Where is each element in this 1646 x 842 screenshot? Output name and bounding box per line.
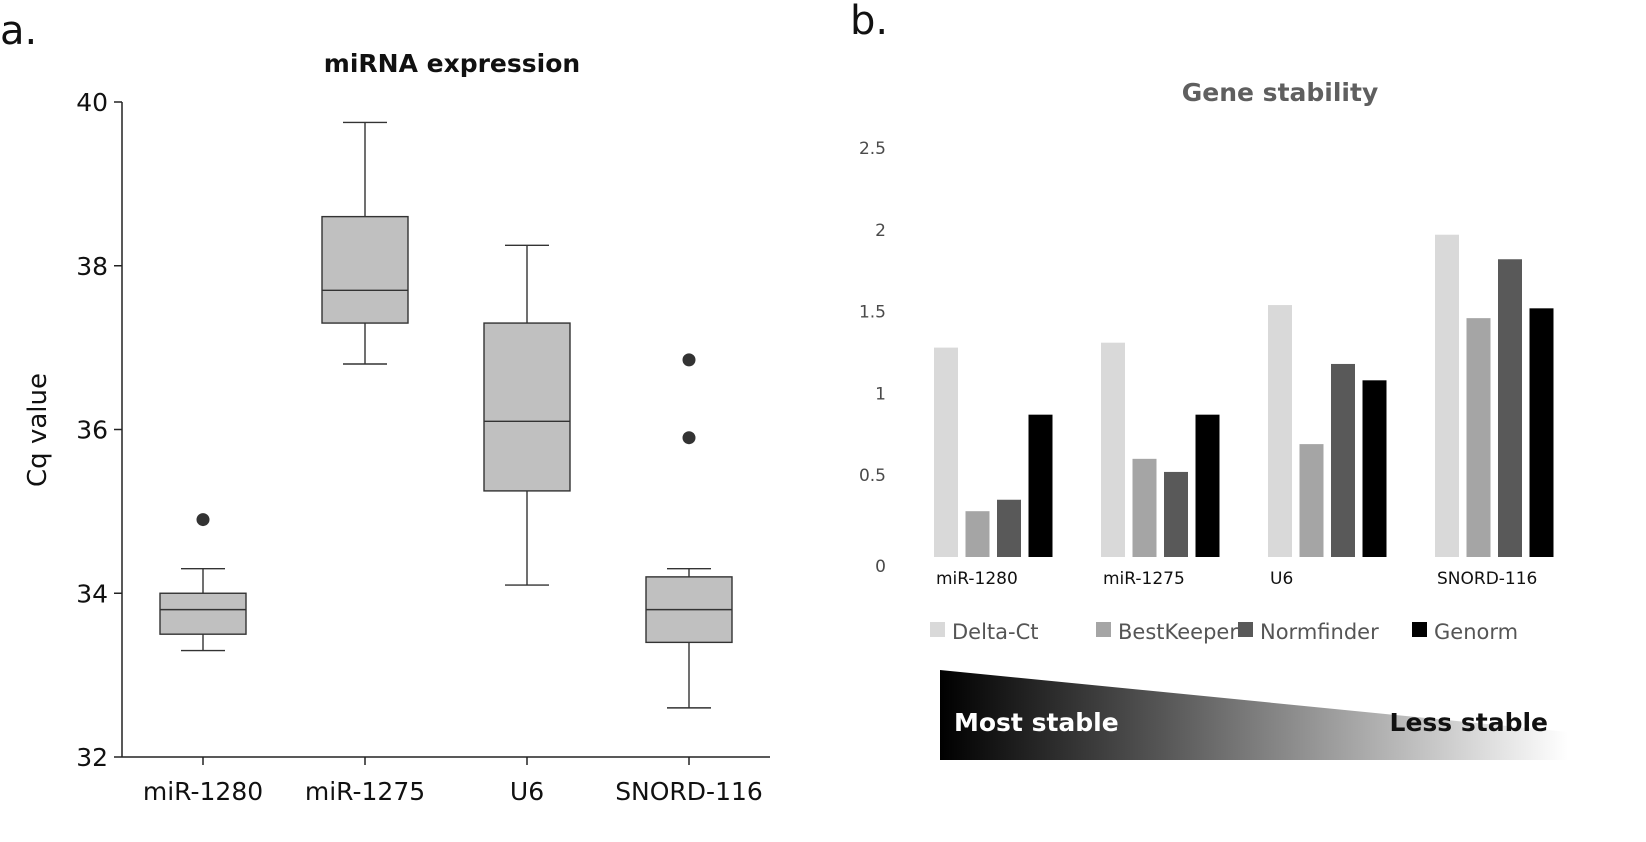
barchart-y-tick-label: 0.5: [859, 466, 886, 486]
boxplot-plot-area: 32 34 36 38 40 miR-1280 miR-1275 U6 SNORD-116: [76, 88, 770, 806]
stability-gradient-wedge: [940, 670, 1568, 760]
panel-b-label: b.: [850, 0, 888, 44]
bar: [1466, 318, 1491, 557]
boxplot-outlier-point: [682, 353, 696, 367]
barchart-category-label: miR-1275: [1103, 569, 1185, 589]
bar: [934, 347, 958, 557]
barchart-y-tick-label: 1.5: [859, 303, 886, 323]
bar: [1299, 444, 1324, 557]
barchart-y-tick-label: 2: [875, 221, 886, 241]
bar: [1529, 308, 1554, 557]
boxplot-x-tick-label: SNORD-116: [615, 777, 763, 806]
bar: [1362, 380, 1387, 557]
legend-swatch: [930, 622, 945, 637]
legend-label: Genorm: [1434, 620, 1518, 644]
boxplot-y-tick-label: 40: [76, 88, 108, 117]
boxplot-x-tick-label: miR-1275: [305, 777, 425, 806]
boxplot-x-tick-label: U6: [510, 777, 544, 806]
bar: [1268, 305, 1292, 557]
barchart-category-label: miR-1280: [936, 569, 1018, 589]
boxplot-box: [483, 322, 571, 492]
bar: [1101, 342, 1125, 557]
bar: [1132, 458, 1157, 557]
bar: [1331, 363, 1355, 557]
legend-swatch: [1412, 622, 1427, 637]
bar: [1435, 234, 1459, 557]
bar: [965, 511, 990, 557]
legend-label: Normfinder: [1260, 620, 1379, 644]
legend-label: BestKeeper: [1118, 620, 1238, 644]
most-stable-label: Most stable: [954, 708, 1119, 737]
legend-swatch: [1238, 622, 1253, 637]
boxplot-outlier-point: [682, 431, 696, 445]
boxplot-y-tick-label: 34: [76, 579, 108, 608]
boxplot-y-tick-label: 32: [76, 743, 108, 772]
barchart-category-label: SNORD-116: [1437, 569, 1537, 589]
boxplot-x-tick-label: miR-1280: [143, 777, 263, 806]
less-stable-label: Less stable: [1390, 708, 1548, 737]
bar: [997, 499, 1021, 557]
panel-a-label: a.: [0, 8, 37, 54]
boxplot-box: [321, 215, 409, 324]
boxplot-outlier-point: [196, 513, 210, 527]
bar: [1164, 471, 1188, 557]
legend-swatch: [1096, 622, 1111, 637]
boxplot-title: miRNA expression: [324, 49, 580, 78]
barchart-legend: Delta-Ct BestKeeper Normfinder Genorm: [930, 620, 1518, 644]
barchart-plot-area: 0 0.5 1 1.5 2 2.5 miR-1280 miR-1275 U6 SNORD-116: [859, 139, 1554, 589]
legend-label: Delta-Ct: [952, 620, 1039, 644]
barchart-y-tick-label: 2.5: [859, 139, 886, 159]
bar: [1498, 259, 1522, 557]
boxplot-y-tick-label: 36: [76, 416, 108, 445]
boxplot-y-axis-label: Cq value: [23, 373, 53, 487]
bar: [1195, 414, 1220, 557]
barchart-title: Gene stability: [1182, 78, 1378, 107]
boxplot-y-tick-label: 38: [76, 252, 108, 281]
bar: [1028, 414, 1053, 557]
barchart-y-tick-label: 1: [875, 384, 886, 404]
boxplot-box: [159, 592, 247, 635]
barchart-category-label: U6: [1270, 569, 1293, 589]
barchart-y-tick-label: 0: [875, 557, 886, 577]
